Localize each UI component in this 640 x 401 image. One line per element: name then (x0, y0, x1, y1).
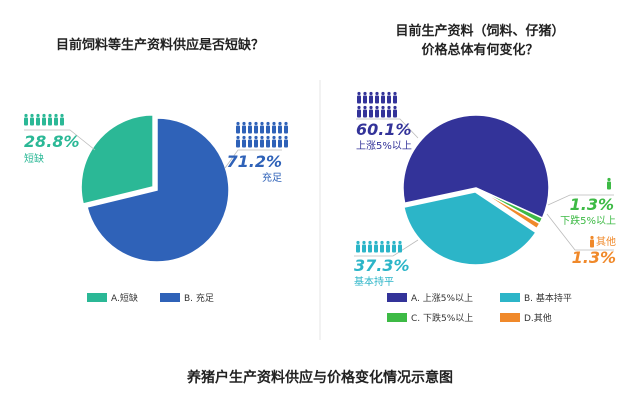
legend-swatch-rise (387, 293, 407, 302)
person-icon (266, 135, 270, 148)
person-icon (248, 135, 252, 148)
person-icon (356, 240, 360, 253)
person-icon (380, 240, 384, 253)
legend-flat: B. 基本持平 (524, 292, 572, 304)
person-icon (272, 135, 276, 148)
person-icon (357, 105, 361, 118)
label-value-other: 1.3% (572, 248, 616, 267)
leader-line (547, 194, 614, 206)
person-icon (363, 91, 367, 104)
leader-line (224, 149, 282, 169)
legend-swatch-enough (160, 293, 180, 302)
main-title: 养猪户生产资料供应与价格变化情况示意图 (186, 369, 453, 386)
person-icon (607, 177, 611, 190)
legend-swatch-fall (387, 313, 407, 322)
person-icon (590, 235, 594, 248)
person-icon (278, 135, 282, 148)
person-icon (236, 121, 240, 134)
label-other: 其他 (596, 235, 616, 248)
person-icon (284, 121, 288, 134)
left-chart-title: 目前饲料等生产资料供应是否短缺？ (56, 37, 264, 53)
person-icon (260, 121, 264, 134)
person-icon (387, 105, 391, 118)
person-icon (381, 105, 385, 118)
person-icon (272, 121, 276, 134)
label-fall: 下跌5%以上 (560, 214, 616, 227)
label-enough: 充足 (262, 171, 282, 184)
person-icon (254, 121, 258, 134)
legend-other: D.其他 (524, 312, 552, 324)
person-icon (392, 240, 396, 253)
person-icon (374, 240, 378, 253)
leader-line (24, 129, 96, 151)
legend-rise: A. 上涨5%以上 (411, 293, 473, 304)
leader-line (546, 213, 614, 251)
legend-short: A.短缺 (111, 292, 138, 304)
person-icon (242, 121, 246, 134)
person-icon (36, 113, 40, 126)
person-icon (375, 91, 379, 104)
person-icon (266, 121, 270, 134)
legend-swatch-flat (500, 293, 520, 302)
leader-line (356, 118, 419, 139)
person-icon (362, 240, 366, 253)
label-value-enough: 71.2% (226, 152, 282, 171)
person-icon (363, 105, 367, 118)
right-chart-title-line2: 价格总体有何变化？ (421, 42, 538, 58)
label-value-rise: 60.1% (356, 120, 412, 139)
person-icon (369, 91, 373, 104)
label-value-short: 28.8% (24, 132, 80, 151)
person-icon (254, 135, 258, 148)
pie-slice-1 (80, 114, 154, 205)
leader-line (354, 239, 419, 257)
person-icon (48, 113, 52, 126)
person-icon (236, 135, 240, 148)
person-icon (24, 113, 28, 126)
pie-slice-0 (86, 117, 230, 263)
person-icon (278, 121, 282, 134)
person-icon (284, 135, 288, 148)
person-icon (54, 113, 58, 126)
people-icons (24, 91, 611, 253)
person-icon (393, 105, 397, 118)
person-icon (381, 91, 385, 104)
pie-slice-0 (402, 114, 550, 220)
person-icon (375, 105, 379, 118)
person-icon (248, 121, 252, 134)
person-icon (42, 113, 46, 126)
leader-lines (24, 118, 614, 257)
label-short: 短缺 (24, 152, 44, 165)
person-icon (368, 240, 372, 253)
label-flat: 基本持平 (354, 275, 394, 288)
person-icon (393, 91, 397, 104)
right-pie (402, 114, 550, 266)
label-value-fall: 1.3% (570, 195, 614, 214)
label-value-flat: 37.3% (354, 256, 410, 275)
person-icon (30, 113, 34, 126)
person-icon (242, 135, 246, 148)
person-icon (398, 240, 402, 253)
label-rise: 上涨5%以上 (356, 140, 412, 152)
person-icon (386, 240, 390, 253)
left-pie (80, 114, 230, 263)
person-icon (260, 135, 264, 148)
legend-enough: B. 充足 (184, 292, 214, 304)
legend-fall: C. 下跌5%以上 (411, 313, 473, 324)
person-icon (357, 91, 361, 104)
person-icon (387, 91, 391, 104)
pie-slice-2 (475, 187, 541, 230)
right-chart-title-line1: 目前生产资料（饲料、仔猪） (395, 23, 564, 39)
person-icon (369, 105, 373, 118)
pie-slice-3 (402, 191, 538, 266)
legend-swatch-other (500, 313, 520, 322)
legend-swatch-short (87, 293, 107, 302)
person-icon (60, 113, 64, 126)
